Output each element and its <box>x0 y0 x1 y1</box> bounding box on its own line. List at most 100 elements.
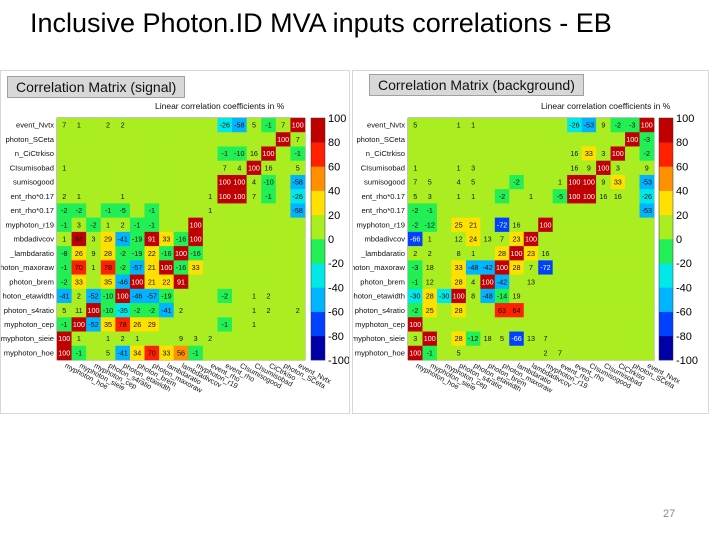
cell-value-label: 35 <box>104 320 112 329</box>
cell-value-label: 18 <box>426 263 434 272</box>
matrix-cell <box>581 118 597 133</box>
matrix-cell <box>217 274 233 290</box>
cell-value-label: -3 <box>644 135 650 144</box>
matrix-cell <box>57 160 72 176</box>
colorbar-segment <box>659 142 673 167</box>
matrix-cell <box>188 331 204 346</box>
matrix-cell <box>217 203 233 218</box>
matrix-cell <box>188 260 204 275</box>
matrix-cell <box>173 246 189 261</box>
matrix-cell <box>422 303 438 318</box>
matrix-cell <box>480 317 496 332</box>
matrix-cell <box>552 317 568 332</box>
cell-value-label: 100 <box>626 135 638 144</box>
cell-value-label: 3 <box>428 192 432 201</box>
matrix-cell <box>523 118 539 133</box>
cell-value-label: 7 <box>62 121 66 130</box>
cell-value-label: 5 <box>252 121 256 130</box>
matrix-cell <box>246 118 262 133</box>
cell-value-label: 1 <box>91 263 95 272</box>
matrix-cell <box>261 160 277 176</box>
matrix-cell <box>159 189 174 204</box>
matrix-cell <box>596 118 611 133</box>
matrix-cell <box>625 303 640 318</box>
matrix-cell <box>523 246 539 261</box>
matrix-cell <box>232 345 247 361</box>
matrix-cell <box>436 146 452 161</box>
colorbar-tick-label: -60 <box>328 307 344 319</box>
cell-value-label: 78 <box>119 320 127 329</box>
matrix-cell <box>290 118 306 133</box>
matrix-cell <box>261 317 277 332</box>
matrix-cell <box>625 118 640 133</box>
matrix-cell <box>451 260 467 275</box>
cell-value-label: -66 <box>410 235 420 244</box>
matrix-cell <box>610 260 626 275</box>
matrix-cell <box>465 288 481 304</box>
matrix-cell <box>581 146 597 161</box>
cell-value-label: 100 <box>160 263 172 272</box>
matrix-cell <box>523 274 539 290</box>
matrix-cell <box>625 231 640 247</box>
matrix-cell <box>523 189 539 204</box>
matrix-cell <box>625 288 640 304</box>
cell-value-label: -12 <box>425 220 435 229</box>
chart-subtitle: Linear correlation coefficients in % <box>541 101 671 111</box>
cell-value-label: -1 <box>427 206 433 215</box>
cell-value-label: 1 <box>106 220 110 229</box>
cell-value-label: -72 <box>540 263 550 272</box>
colorbar-segment <box>659 335 673 361</box>
matrix-cell <box>422 331 438 346</box>
matrix-cell <box>217 118 233 133</box>
cell-value-label: -58 <box>293 206 303 215</box>
matrix-cell <box>639 303 655 318</box>
row-label: photon_s4ratio <box>355 306 405 315</box>
row-label: photon_etawidth <box>353 292 405 301</box>
cell-value-label: 2 <box>543 348 547 357</box>
cell-value-label: -1 <box>149 206 155 215</box>
matrix-cell <box>538 331 553 346</box>
matrix-cell <box>202 260 218 275</box>
row-label: CIsumisobad <box>361 163 405 172</box>
matrix-cell <box>217 246 233 261</box>
matrix-cell <box>86 118 101 133</box>
matrix-cell <box>567 189 582 204</box>
matrix-cell <box>625 274 640 290</box>
cell-value-label: 7 <box>252 192 256 201</box>
cell-value-label: 100 <box>453 292 465 301</box>
cell-value-label: 78 <box>104 263 112 272</box>
matrix-cell <box>202 217 218 233</box>
matrix-cell <box>408 317 423 332</box>
cell-value-label: 3 <box>91 235 95 244</box>
matrix-cell <box>144 132 160 147</box>
matrix-cell <box>523 132 539 147</box>
matrix-cell <box>567 288 582 304</box>
matrix-cell <box>188 132 204 147</box>
matrix-cell <box>217 317 233 332</box>
matrix-cell <box>173 231 189 247</box>
matrix-cell <box>188 288 204 304</box>
matrix-cell <box>275 288 291 304</box>
cell-value-label: -2 <box>222 292 228 301</box>
matrix-cell <box>523 345 539 361</box>
matrix-cell <box>173 146 189 161</box>
matrix-cell <box>465 160 481 176</box>
matrix-cell <box>246 274 262 290</box>
matrix-cell <box>115 203 131 218</box>
matrix-cell <box>290 331 306 346</box>
matrix-cell <box>144 288 160 304</box>
background-correlation-panel: Correlation Matrix (background) Linear c… <box>352 70 709 414</box>
matrix-cell <box>581 303 597 318</box>
matrix-cell <box>57 217 72 233</box>
matrix-cell <box>188 118 204 133</box>
matrix-cell <box>129 132 145 147</box>
cell-value-label: 3 <box>471 163 475 172</box>
matrix-cell <box>202 118 218 133</box>
matrix-cell <box>567 217 582 233</box>
matrix-cell <box>480 231 496 247</box>
matrix-cell <box>261 303 277 318</box>
matrix-cell <box>480 345 496 361</box>
matrix-cell <box>567 331 582 346</box>
matrix-cell <box>159 246 174 261</box>
matrix-cell <box>465 317 481 332</box>
